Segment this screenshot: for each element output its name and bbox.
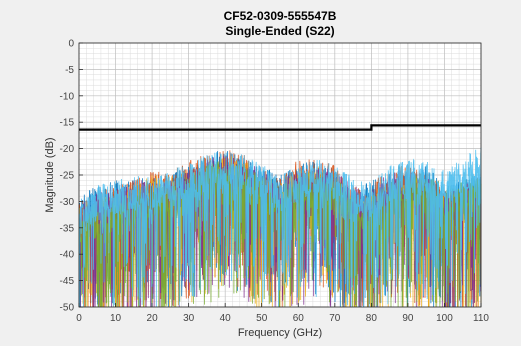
y-tick-label: -40 [60,250,75,261]
x-tick-label: 30 [183,313,195,324]
y-tick-label: 0 [68,39,74,50]
y-axis: 0 -5 -10 -15 -20 -25 -30 -35 -40 -45 -50 [60,39,83,314]
x-tick-label: 20 [147,313,159,324]
y-tick-label: -30 [60,197,75,208]
series-line-6 [78,147,482,308]
x-axis: 0 10 20 30 40 50 60 70 80 90 100 110 [76,303,489,324]
series-layer [78,147,482,308]
y-tick-label: -20 [60,144,75,155]
x-tick-label: 50 [256,313,268,324]
y-tick-label: -10 [60,91,75,102]
y-tick-label: -50 [60,303,75,314]
x-tick-label: 90 [402,313,414,324]
x-tick-label: 100 [436,313,453,324]
chart-title: CF52-0309-555547B [224,9,337,23]
y-tick-label: -35 [60,223,75,234]
limit-line [79,124,481,131]
y-tick-label: -25 [60,171,75,182]
x-tick-label: 0 [76,313,82,324]
y-tick-label: -5 [65,65,74,76]
y-axis-label: Magnitude (dB) [44,137,56,212]
x-tick-label: 40 [220,313,232,324]
y-tick-label: -45 [60,276,75,287]
x-tick-label: 80 [366,313,378,324]
x-tick-label: 70 [329,313,341,324]
chart-subtitle: Single-Ended (S22) [225,24,334,38]
y-tick-label: -15 [60,118,75,129]
x-tick-label: 10 [110,313,122,324]
x-tick-label: 60 [293,313,305,324]
x-tick-label: 110 [473,313,489,324]
limit-layer [79,124,481,131]
x-axis-label: Frequency (GHz) [238,327,322,339]
